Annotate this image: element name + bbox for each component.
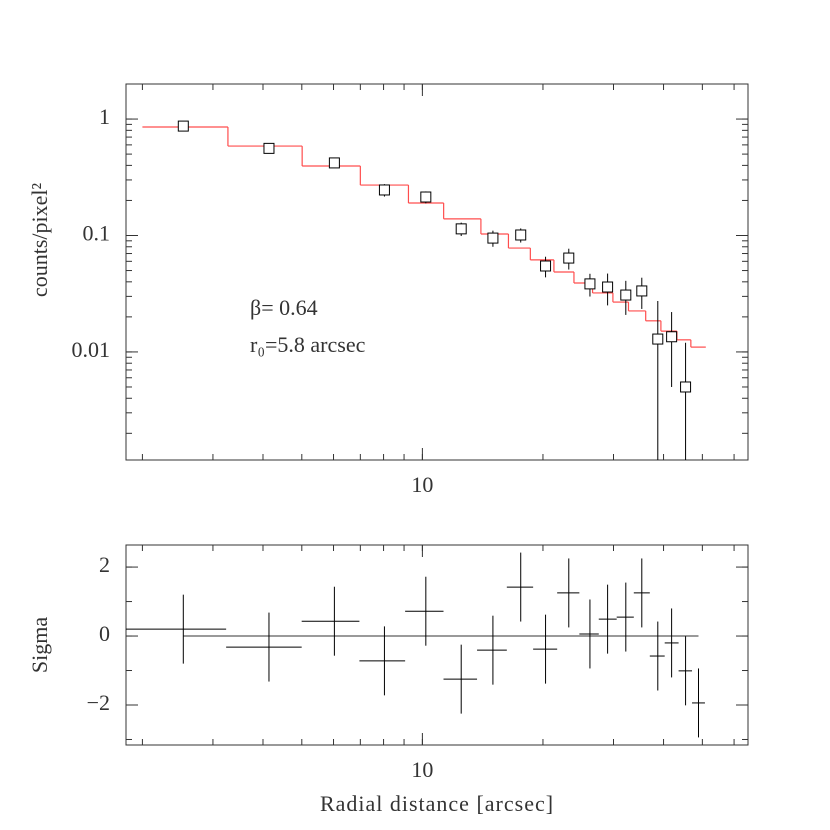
x-tick-label: 10 — [411, 757, 433, 782]
annotation: β= 0.64 — [250, 295, 318, 320]
data-point — [378, 184, 390, 196]
data-point — [563, 252, 575, 264]
data-point — [328, 157, 340, 169]
plot-frame — [125, 544, 749, 746]
x-axis-label: Radial distance [arcsec] — [320, 791, 554, 816]
data-point — [487, 232, 499, 244]
data-point — [620, 289, 632, 301]
plot-area — [126, 552, 705, 738]
y-tick-label: 2 — [99, 552, 110, 577]
data-point — [584, 278, 596, 290]
x-tick-label: 10 — [411, 472, 433, 497]
y-tick-label: 0.1 — [83, 221, 111, 246]
data-point — [540, 260, 552, 272]
y-tick-label: −2 — [87, 690, 110, 715]
data-point — [636, 285, 648, 297]
y-tick-label: 1 — [99, 104, 110, 129]
y-axis-label: Sigma — [27, 617, 52, 673]
y-tick-label: 0.01 — [72, 337, 111, 362]
annotation: r₀=5.8 arcsec — [250, 332, 366, 357]
y-axis-label: counts/pixel² — [27, 183, 52, 298]
data-point — [602, 281, 614, 293]
data-point — [263, 142, 275, 154]
plot-frame — [125, 83, 749, 461]
y-tick-label: 0 — [99, 621, 110, 646]
data-point — [177, 120, 189, 132]
data-point — [515, 229, 527, 241]
plot-area — [142, 120, 706, 460]
data-point — [420, 191, 432, 203]
data-point — [652, 333, 664, 345]
data-point — [666, 331, 678, 343]
data-point — [455, 223, 467, 235]
data-point — [680, 381, 692, 393]
